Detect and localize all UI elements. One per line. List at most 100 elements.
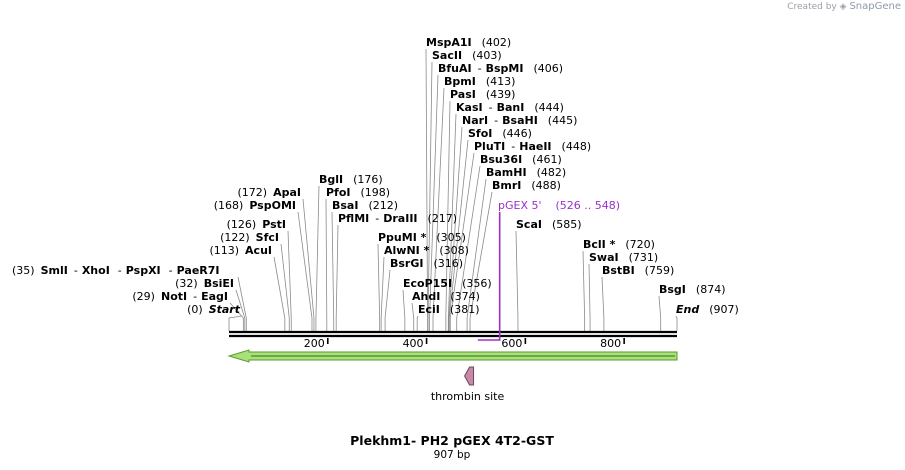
site-name2-smli: XhoI [82,264,110,277]
site-label-end[interactable]: End (907) [676,303,739,316]
tick-label-200: 200 [304,337,325,350]
site-pos-end: (907) [709,303,739,316]
site-label-bsrgi[interactable]: BsrGI (316) [390,257,463,270]
site-label-smli[interactable]: (35) SmlI - XhoI - PspXI - PaeR7I [12,264,220,277]
site-pos-sfoi: (446) [502,127,532,140]
site-label-pfoi[interactable]: PfoI (198) [326,186,390,199]
site-name-bsai: BsaI [332,199,358,212]
leader-pluti [449,152,475,331]
leader-nari [448,126,463,331]
site-label-pspomi[interactable]: (168) PspOMI [214,199,296,212]
site-label-acui[interactable]: (113) AcuI [209,244,272,257]
thrombin-site-feature[interactable]: thrombin site [431,366,505,403]
site-pos-sfci: (122) [220,231,250,244]
site-label-bamhi[interactable]: BamHI (482) [486,166,566,179]
gst-feature-arrow[interactable] [227,349,678,363]
leader-bsiei [235,289,246,331]
leader-ecop15i [402,289,406,331]
site-label-nari[interactable]: NarI - BsaHI (445) [462,114,577,127]
site-label-bcli[interactable]: BclI * (720) [583,238,655,251]
watermark-prefix: Created by [787,2,837,12]
site-label-bsgi[interactable]: BsgI (874) [659,283,726,296]
site-label-bsai[interactable]: BsaI (212) [332,199,398,212]
site-pos-nari: (445) [548,114,578,127]
site-label-bstbi[interactable]: BstBI (759) [602,264,674,277]
site-label-psti[interactable]: (126) PstI [227,218,286,231]
site-label-sfoi[interactable]: SfoI (446) [468,127,532,140]
leader-bsai [331,211,335,331]
site-sep-noti: - [193,290,197,303]
site-label-apai[interactable]: (172) ApaI [238,186,302,199]
site-leader-lines [228,48,678,331]
site-label-pflmi[interactable]: PflMI - DraIII (217) [338,212,457,225]
leader-bfuai [429,74,439,331]
site-label-bfuai[interactable]: BfuAI - BspMI (406) [438,62,563,75]
site-label-bpmi[interactable]: BpmI (413) [444,75,515,88]
site-name-scai: ScaI [516,218,542,231]
site-pos-ecop15i: (356) [462,277,492,290]
watermark-brand: SnapGene [849,1,901,12]
leader-acui [273,256,286,331]
primer-pgex-5[interactable]: pGEX 5' (526 .. 548) [477,199,620,341]
site-name-bamhi: BamHI [486,166,527,179]
site-name-ahdi: AhdI [412,290,440,303]
site-name-sfoi: SfoI [468,127,492,140]
primer-label: pGEX 5' (526 .. 548) [498,199,620,212]
site-label-scai[interactable]: ScaI (585) [516,218,582,231]
site-name4-smli: PaeR7I [177,264,220,277]
site-sep-kasi: - [489,101,493,114]
site-label-pluti[interactable]: PluTI - HaeII (448) [474,140,591,153]
leader-bsu36i [456,165,481,331]
site-label-ahdi[interactable]: AhdI (374) [412,290,480,303]
leader-bamhi [466,178,487,331]
site-name-nari: NarI [462,114,488,127]
site-label-bgli[interactable]: BglI (176) [319,173,383,186]
site-labels: (0) Start(29) NotI - EagI(32) BsiEI(35) SmlI - X… [12,36,739,316]
site-pos-mspa1i: (402) [482,36,512,49]
site-label-bsiei[interactable]: (32) BsiEI [175,277,234,290]
snapgene-logo-icon: ◈ [839,2,847,12]
site-pos-apai: (172) [238,186,268,199]
site-label-pasi[interactable]: PasI (439) [450,88,515,101]
leader-bgli [315,185,320,331]
site-label-sacii[interactable]: SacII (403) [432,49,502,62]
site-pos-bsai: (212) [368,199,398,212]
site-sep-smli: - [74,264,78,277]
site-name-bsgi: BsgI [659,283,686,296]
site-name-ecii: EciI [418,303,440,316]
site-label-ecii[interactable]: EciI (381) [418,303,480,316]
site-name-bfuai: BfuAI [438,62,472,75]
site-pos-psti: (126) [227,218,257,231]
site-name-mspa1i: MspA1I [426,36,472,49]
leader-bsrgi [384,269,391,331]
site-label-alwni[interactable]: AlwNI * (308) [384,244,469,257]
site-label-bsu36i[interactable]: Bsu36I (461) [480,153,562,166]
site-label-ecop15i[interactable]: EcoP15I (356) [403,277,492,290]
site-name-psti: PstI [262,218,286,231]
site-name-pasi: PasI [450,88,476,101]
site-name-pluti: PluTI [474,140,505,153]
site-pos-bpmi: (413) [486,75,516,88]
leader-smli [237,276,247,331]
leader-pflmi [335,224,339,331]
thrombin-site-label: thrombin site [431,390,505,403]
tick-label-400: 400 [403,337,424,350]
site-pos-bamhi: (482) [537,166,567,179]
site-label-kasi[interactable]: KasI - BanI (444) [456,101,564,114]
leader-noti [229,302,244,331]
site-label-ppumi[interactable]: PpuMI * (305) [378,231,466,244]
site-pos-bsiei: (32) [175,277,198,290]
primer-name: pGEX 5' [498,199,542,212]
site-label-swai[interactable]: SwaI (731) [589,251,658,264]
leader-bpmi [432,87,445,331]
site-name2-noti: EagI [201,290,228,303]
snapgene-watermark: Created by ◈ SnapGene [787,1,901,12]
site-label-mspa1i[interactable]: MspA1I (402) [426,36,511,49]
site-pos-pasi: (439) [486,88,516,101]
site-label-noti[interactable]: (29) NotI - EagI [132,290,228,303]
site-label-bmri[interactable]: BmrI (488) [492,179,561,192]
site-label-sfci[interactable]: (122) SfcI [220,231,279,244]
leader-swai [588,263,591,331]
site-label-start[interactable]: (0) Start [187,303,241,316]
site-pos-scai: (585) [552,218,582,231]
